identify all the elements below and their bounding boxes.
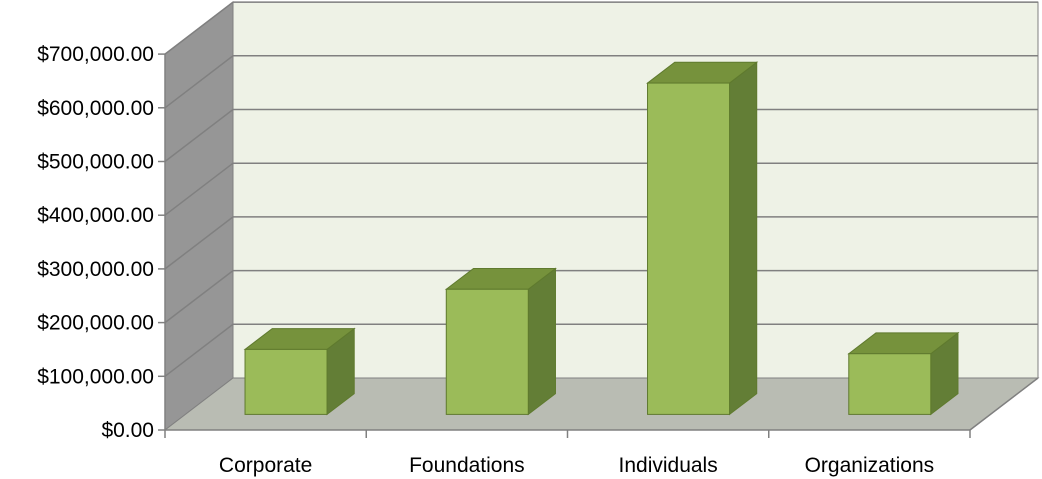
floor-right-edge xyxy=(969,377,1039,431)
side-wall xyxy=(164,1,234,432)
bars xyxy=(243,61,960,416)
bar xyxy=(646,61,759,416)
gridline xyxy=(164,269,1038,324)
y-tick-label: $500,000.00 xyxy=(37,151,154,174)
bar-front xyxy=(848,353,932,415)
x-category-label: Individuals xyxy=(619,454,718,477)
y-tick-label: $600,000.00 xyxy=(37,97,154,120)
bar xyxy=(847,331,960,416)
gridline xyxy=(164,108,1038,163)
gridline xyxy=(164,216,1038,270)
bar-front xyxy=(244,348,328,415)
bar-front xyxy=(647,82,731,415)
bar xyxy=(243,327,356,416)
x-category-label: Corporate xyxy=(219,454,312,477)
bar-side xyxy=(527,267,556,416)
y-tick-label: $0.00 xyxy=(101,419,154,442)
back-wall xyxy=(232,1,1039,379)
x-category-label: Organizations xyxy=(805,454,935,477)
x-category-label: Foundations xyxy=(409,454,525,477)
gridlines xyxy=(164,1,1038,377)
y-axis-tick-labels: $0.00 $100,000.00 $200,000.00 $300,000.00 $4… xyxy=(37,43,165,442)
bar-front xyxy=(445,288,529,415)
bar xyxy=(444,267,557,416)
y-tick-label: $100,000.00 xyxy=(37,365,154,388)
y-tick-label: $700,000.00 xyxy=(37,43,154,66)
y-tick-label: $400,000.00 xyxy=(37,204,154,227)
gridline xyxy=(164,55,1038,109)
gridline xyxy=(164,323,1038,377)
y-tick-label: $300,000.00 xyxy=(37,258,154,281)
bar-side xyxy=(729,61,758,416)
y-tick-label: $200,000.00 xyxy=(37,312,154,335)
gridline xyxy=(164,1,1038,55)
gridline xyxy=(164,162,1038,216)
x-axis-category-labels: Corporate Foundations Individuals Organizat… xyxy=(164,430,971,477)
